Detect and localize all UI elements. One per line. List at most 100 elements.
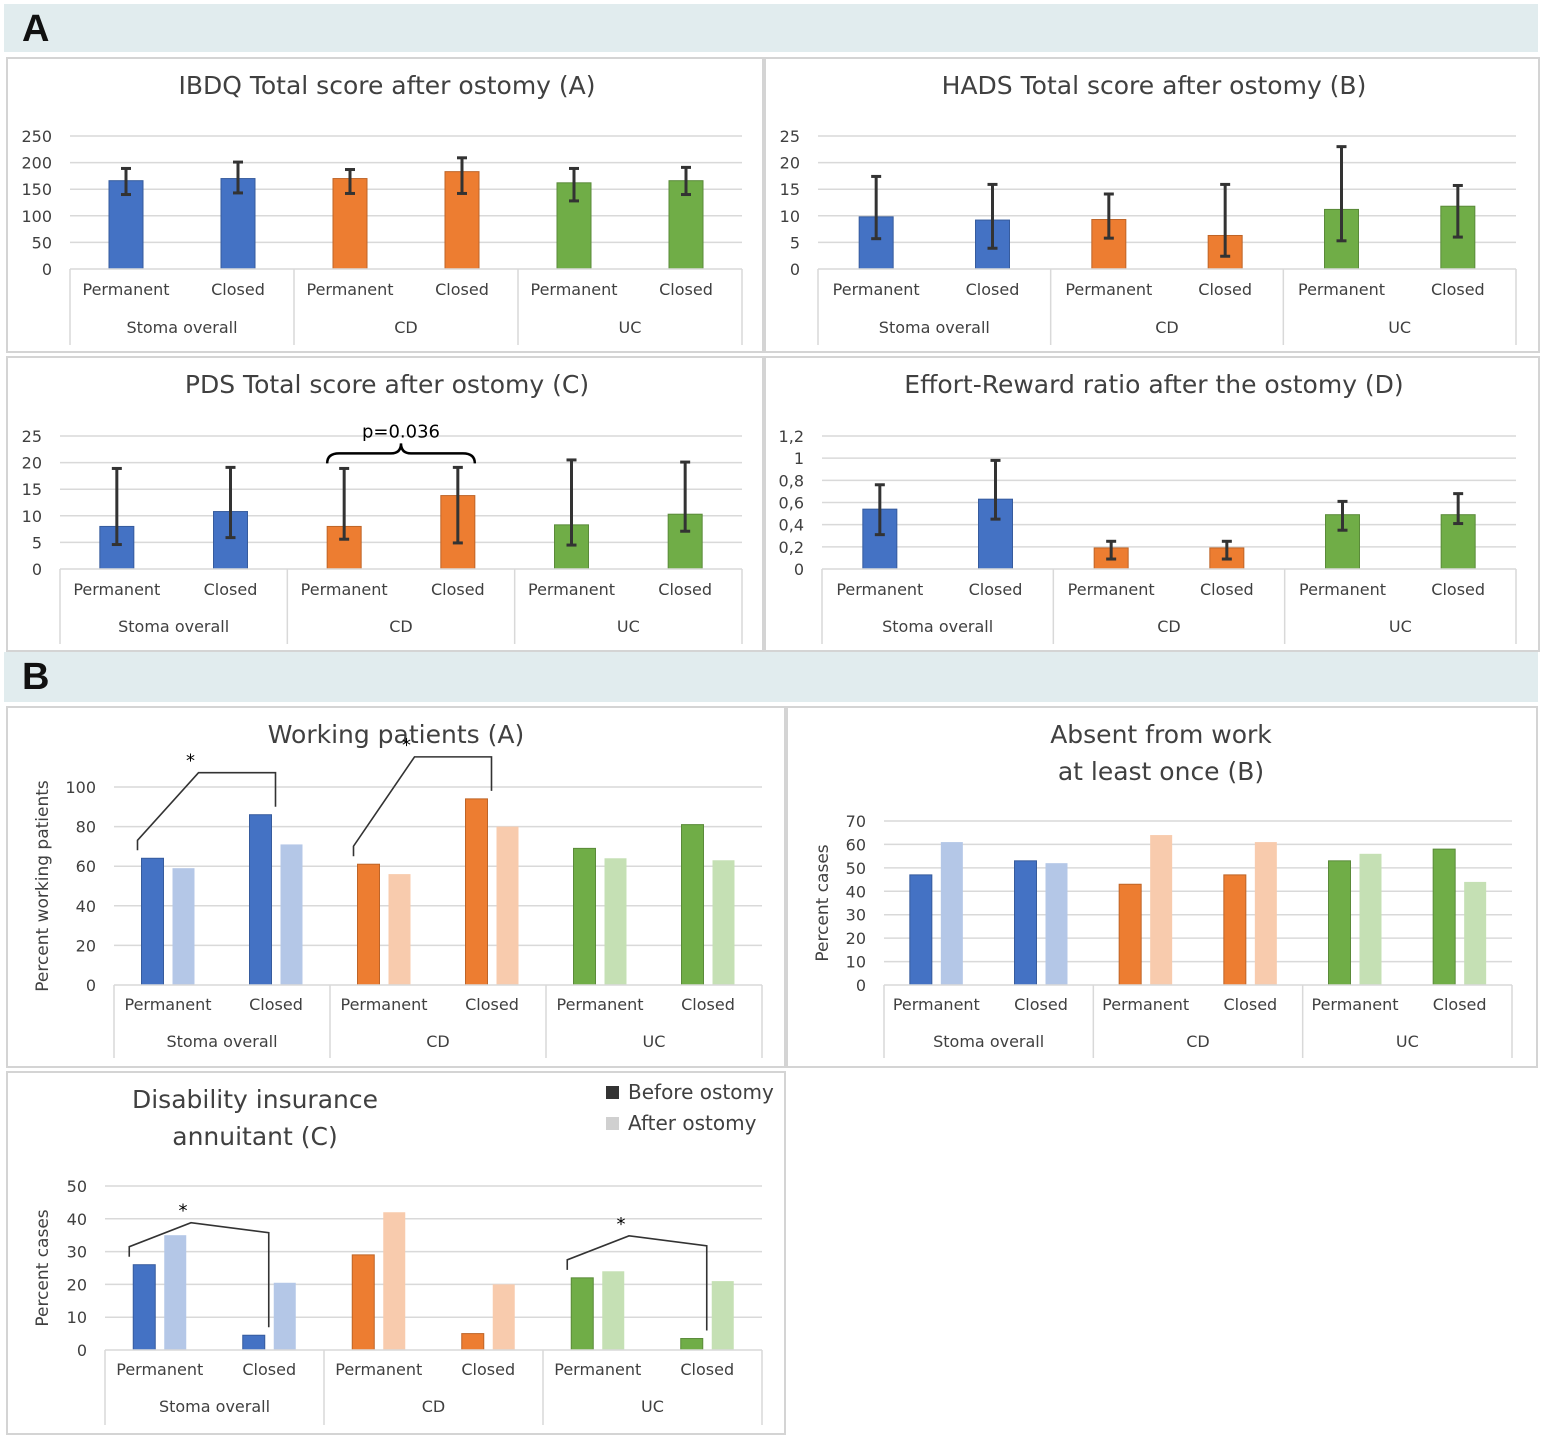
x-tick-label: Permanent — [836, 580, 923, 599]
legend-swatch-after — [606, 1117, 619, 1130]
panel-absent: Absent from work at least once (B) 0 10 20 30… — [786, 706, 1538, 1068]
x-tick-label: Closed — [1014, 995, 1068, 1014]
x-tick-label: Permanent — [833, 280, 920, 299]
x-tick-label: Permanent — [116, 1360, 203, 1379]
bar — [280, 844, 303, 985]
bar — [1328, 860, 1351, 986]
bar — [602, 1271, 625, 1350]
bar — [492, 1284, 515, 1350]
x-tick-label: Closed — [1431, 280, 1485, 299]
chart-working: Working patients (A) 0 20 40 60 80 100 Percent … — [33, 720, 763, 1058]
chart-title: Absent from work — [1050, 720, 1272, 749]
bar — [351, 1254, 375, 1351]
bar — [273, 1282, 296, 1350]
x-tick-label: Permanent — [893, 995, 980, 1014]
bar — [1359, 853, 1382, 985]
y-tick-label: 0 — [32, 560, 42, 579]
y-tick-label: 20 — [76, 936, 96, 955]
y-tick-label: 25 — [22, 427, 42, 446]
bar — [141, 857, 164, 986]
y-tick-label: 25 — [780, 127, 800, 146]
significance-label: * — [179, 1201, 188, 1222]
x-tick-label: Permanent — [1298, 280, 1385, 299]
x-tick-label: Closed — [465, 995, 519, 1014]
y-tick-label: 0 — [794, 560, 804, 579]
panel-disability: Disability insurance annuitant (C) 0 10 20 30… — [6, 1071, 786, 1435]
bar — [940, 842, 963, 985]
y-tick-label: 100 — [21, 207, 52, 226]
x-tick-label: Permanent — [1065, 280, 1152, 299]
chart-title: IBDQ Total score after ostomy (A) — [178, 71, 595, 100]
group-label: Stoma overall — [933, 1032, 1044, 1051]
group-label: Stoma overall — [159, 1397, 270, 1416]
x-tick-label: Closed — [1223, 995, 1277, 1014]
bar — [712, 860, 735, 985]
bar — [496, 826, 519, 985]
group-label: UC — [641, 1397, 664, 1416]
bar — [1464, 881, 1487, 985]
x-tick-label: Closed — [242, 1360, 296, 1379]
group-label: Stoma overall — [882, 617, 993, 636]
y-tick-label: 10 — [22, 507, 42, 526]
y-tick-label: 15 — [780, 180, 800, 199]
y-tick-label: 20 — [22, 454, 42, 473]
legend-swatch-before — [606, 1086, 619, 1099]
y-tick-label: 1,2 — [779, 427, 804, 446]
y-tick-label: 250 — [21, 127, 52, 146]
y-tick-label: 50 — [846, 859, 866, 878]
x-tick-label: Closed — [658, 580, 712, 599]
chart-title: HADS Total score after ostomy (B) — [942, 71, 1367, 100]
y-tick-label: 10 — [67, 1308, 87, 1327]
bar — [680, 1338, 704, 1351]
group-label: CD — [422, 1397, 446, 1416]
bar — [465, 798, 488, 986]
section-a-header: A — [4, 4, 1538, 52]
panel-hads: HADS Total score after ostomy (B) 0 5 10 15 2… — [764, 57, 1540, 353]
y-tick-label: 200 — [21, 154, 52, 173]
group-label: UC — [619, 318, 642, 337]
bar — [242, 1334, 266, 1351]
significance-label: * — [402, 735, 411, 756]
group-label: UC — [1396, 1032, 1419, 1051]
y-tick-label: 50 — [32, 233, 52, 252]
y-axis-label: Percent cases — [33, 1209, 53, 1326]
x-tick-label: Closed — [1433, 995, 1487, 1014]
significance-bracket — [352, 756, 493, 857]
x-tick-label: Closed — [461, 1360, 515, 1379]
x-tick-label: Permanent — [530, 280, 617, 299]
chart-hads: HADS Total score after ostomy (B) 0 5 10 15 2… — [780, 71, 1517, 345]
bar — [573, 847, 596, 986]
y-tick-label: 30 — [67, 1243, 87, 1262]
y-tick-label: 10 — [846, 953, 866, 972]
bar — [1118, 883, 1142, 986]
bar — [172, 868, 195, 985]
significance-bracket — [136, 771, 277, 851]
section-a-letter: A — [22, 8, 50, 50]
bar — [1045, 863, 1068, 985]
bar — [1014, 860, 1037, 986]
panel-pds: PDS Total score after ostomy (C) 0 5 10 15 20… — [6, 356, 764, 652]
bar — [711, 1281, 734, 1350]
x-tick-label: Permanent — [340, 995, 427, 1014]
group-label: UC — [1388, 318, 1411, 337]
x-tick-label: Permanent — [1068, 580, 1155, 599]
y-tick-label: 0 — [86, 976, 96, 995]
group-label: Stoma overall — [166, 1032, 277, 1051]
bar — [461, 1333, 485, 1351]
group-label: Stoma overall — [118, 617, 229, 636]
section-b-letter: B — [22, 656, 50, 698]
chart-title: Disability insurance — [132, 1085, 378, 1114]
bar — [1432, 848, 1456, 986]
significance-bracket — [566, 1235, 708, 1331]
y-tick-label: 50 — [67, 1177, 87, 1196]
bar — [909, 874, 933, 986]
chart-eri: Effort-Reward ratio after the ostomy (D)… — [779, 370, 1517, 644]
bar — [570, 1277, 594, 1351]
bar — [357, 863, 380, 986]
bar — [249, 814, 272, 986]
bar — [1150, 835, 1173, 985]
chart-title: annuitant (C) — [172, 1122, 337, 1151]
y-tick-label: 20 — [67, 1275, 87, 1294]
x-tick-label: Permanent — [335, 1360, 422, 1379]
bar — [132, 1264, 156, 1351]
